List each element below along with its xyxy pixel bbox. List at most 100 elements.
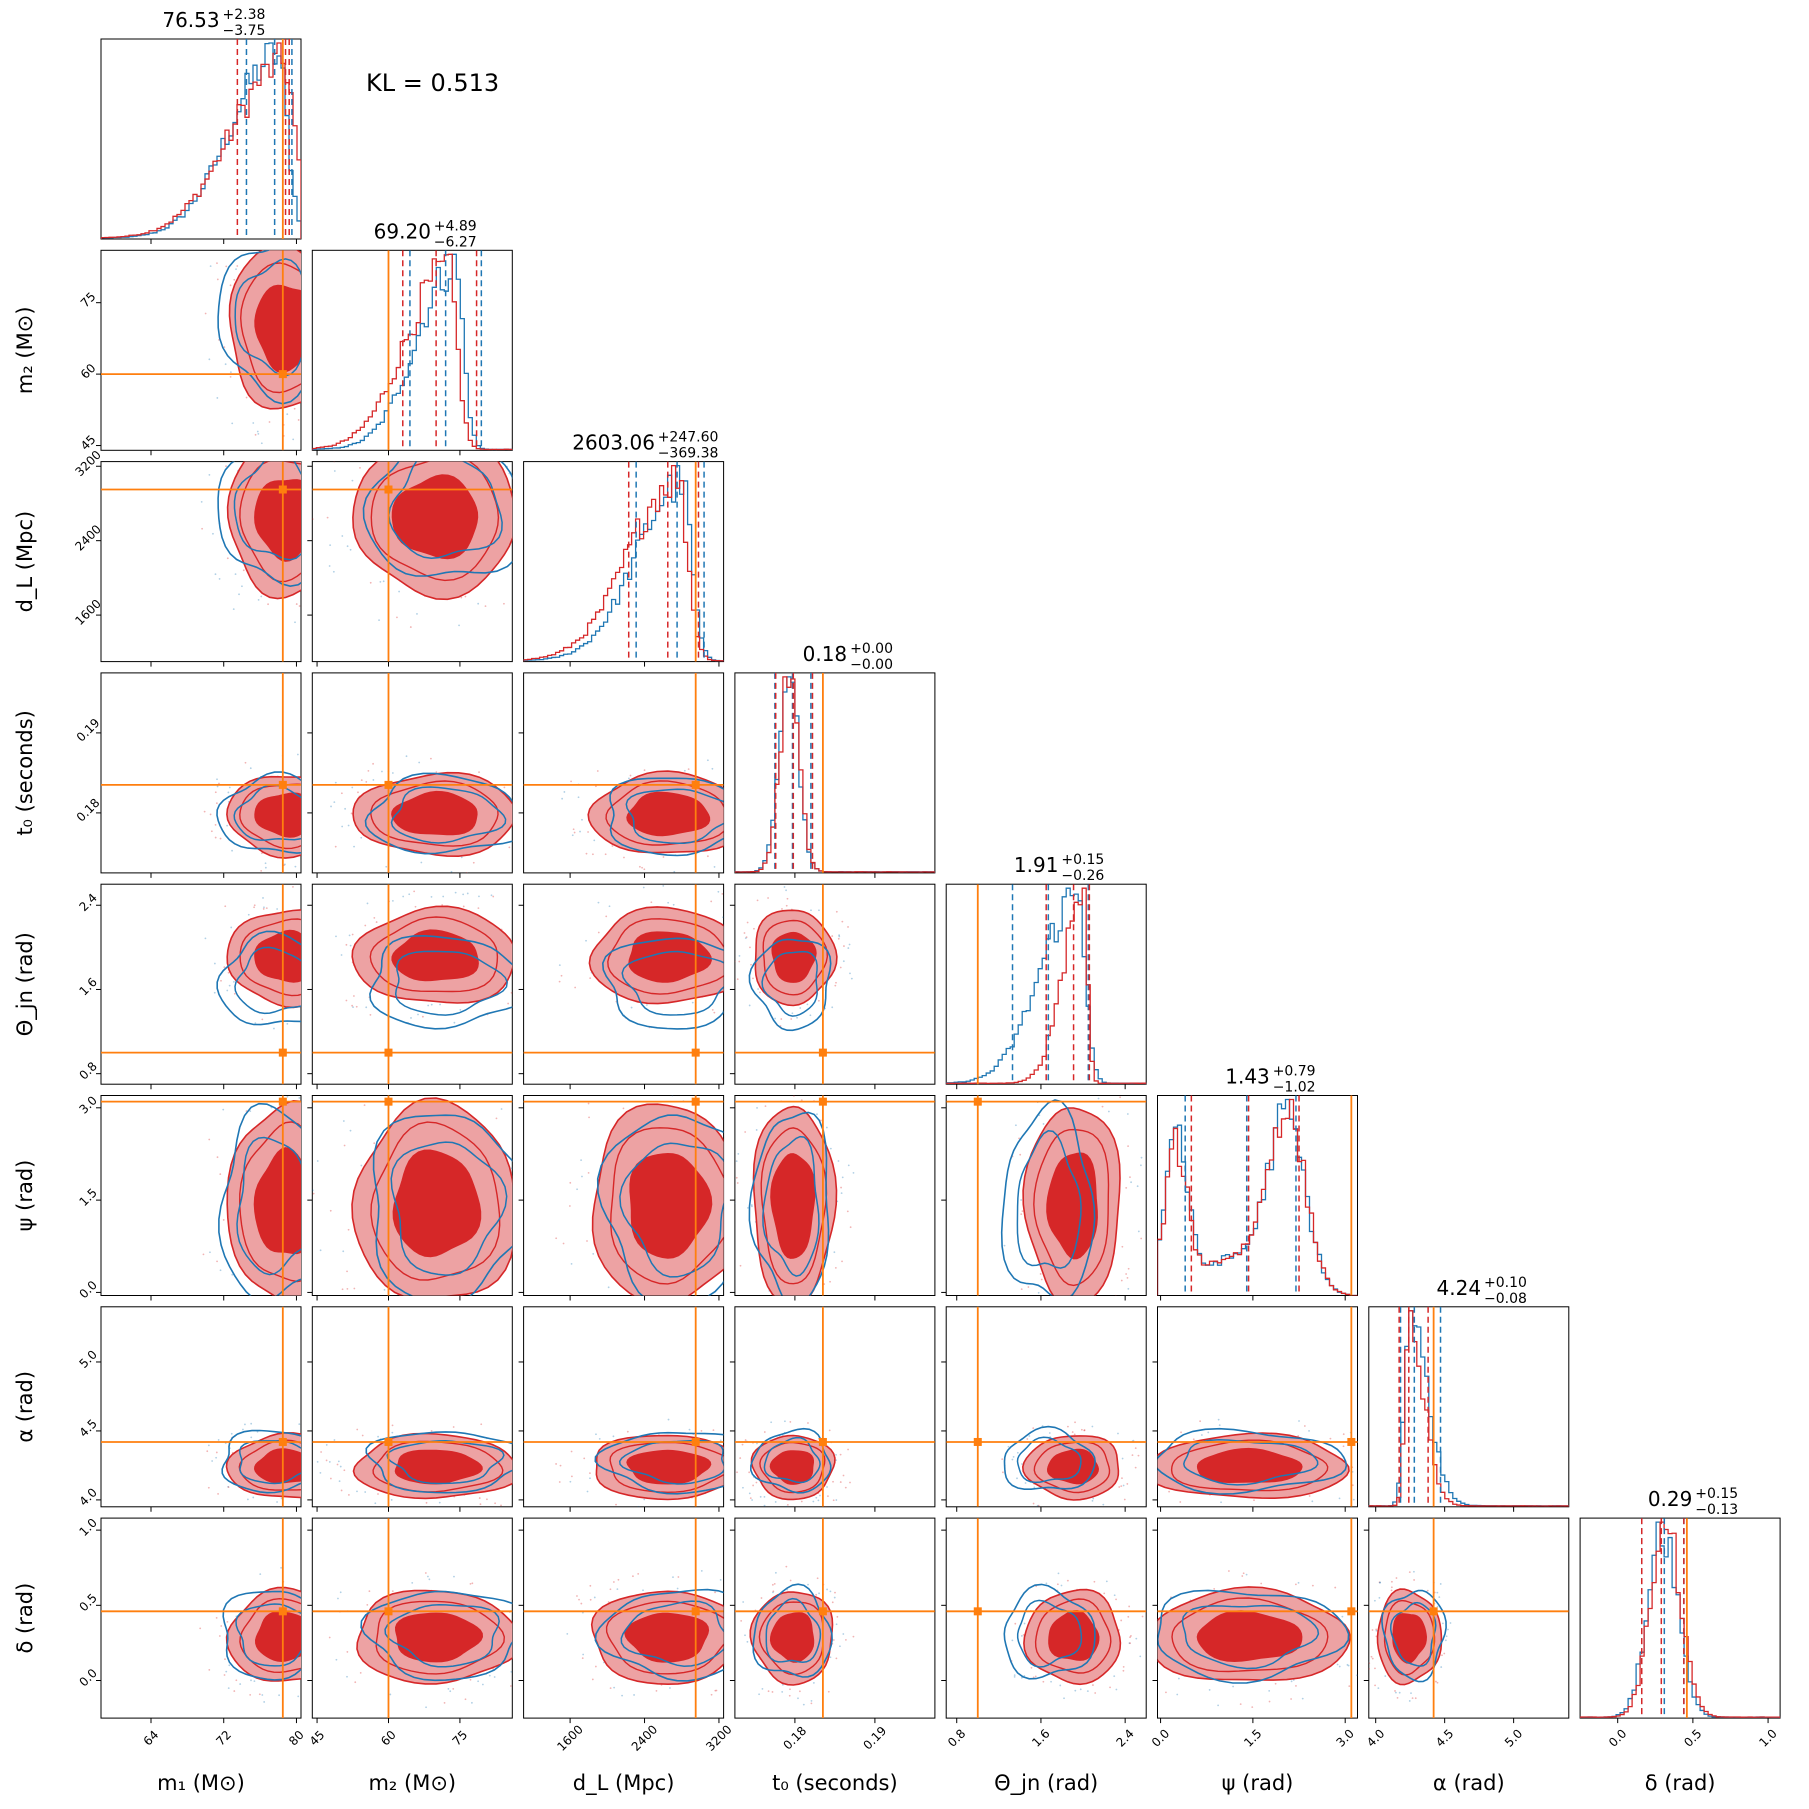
x-axis-label-alpha: α (rad) xyxy=(1433,1771,1505,1795)
sample-dot xyxy=(597,931,600,934)
sample-dot xyxy=(204,937,207,940)
sample-dot xyxy=(832,1639,835,1641)
sample-dot xyxy=(1274,1682,1277,1685)
sample-dot xyxy=(726,921,728,923)
sample-dot xyxy=(779,1512,781,1514)
sample-dot xyxy=(1165,1691,1167,1694)
sample-dot xyxy=(225,465,227,468)
sample-dot xyxy=(802,1703,805,1706)
sample-dot xyxy=(490,894,493,897)
sample-dot xyxy=(244,761,247,764)
sample-dot xyxy=(377,1435,379,1438)
sample-dot xyxy=(513,1485,515,1487)
sample-dot xyxy=(233,992,236,995)
sample-dot xyxy=(711,767,714,770)
contour-blue-outer xyxy=(752,1583,833,1678)
x-tick-label: 0.18 xyxy=(781,1724,810,1753)
sample-dot xyxy=(1361,1630,1363,1632)
sample-dot xyxy=(581,1657,584,1660)
sample-dot xyxy=(819,1494,821,1497)
sample-dot xyxy=(770,1421,773,1424)
sample-dot xyxy=(441,904,444,906)
scatter-panel-dl-theta xyxy=(518,883,731,1090)
sample-dot xyxy=(809,1014,812,1017)
sample-dot xyxy=(514,986,516,988)
sample-dot xyxy=(732,842,734,844)
sample-dot xyxy=(283,863,286,866)
contour-blue-inner xyxy=(390,786,507,844)
x-tick-label: 5.0 xyxy=(1502,1726,1525,1749)
sample-dot xyxy=(301,1679,303,1681)
sample-dot xyxy=(253,1680,256,1683)
sample-dot xyxy=(217,1493,219,1495)
sample-dot xyxy=(834,984,837,987)
sample-dot xyxy=(1103,1592,1106,1595)
sample-dot xyxy=(825,1506,827,1507)
sample-dot xyxy=(1129,1636,1131,1639)
sample-dot xyxy=(465,871,468,873)
sample-dot xyxy=(1411,1697,1414,1700)
y-tick-label: 1600 xyxy=(72,597,103,628)
sample-dot xyxy=(774,1501,777,1503)
sample-dot xyxy=(1140,1156,1143,1159)
sample-dot xyxy=(424,1572,427,1574)
sample-dot xyxy=(292,438,295,441)
sample-dot xyxy=(756,1442,758,1445)
sample-dot xyxy=(353,845,355,848)
sample-dot xyxy=(519,578,521,580)
sample-dot xyxy=(419,1304,421,1306)
sample-dot xyxy=(616,1588,619,1591)
sample-dot xyxy=(353,1287,356,1290)
sample-dot xyxy=(464,595,467,598)
sample-dot xyxy=(729,1009,731,1011)
sample-dot xyxy=(604,853,607,856)
sample-dot xyxy=(208,1668,211,1671)
sample-dot xyxy=(655,1689,658,1692)
sample-dot xyxy=(641,866,643,869)
sample-dot xyxy=(211,1460,214,1462)
truth-marker xyxy=(278,370,287,379)
sample-dot xyxy=(739,1457,742,1459)
sample-dot xyxy=(458,624,460,627)
sample-dot xyxy=(352,1006,354,1009)
sample-dot xyxy=(581,1175,583,1178)
sample-dot xyxy=(249,767,252,770)
sample-dot xyxy=(510,1685,512,1687)
sample-dot xyxy=(255,242,257,244)
sample-dot xyxy=(831,935,834,937)
truth-marker xyxy=(973,1097,982,1106)
sample-dot xyxy=(630,1006,633,1009)
sample-dot xyxy=(366,902,369,905)
sample-dot xyxy=(1127,1145,1129,1148)
contour-blue-outer xyxy=(217,461,301,588)
sample-dot xyxy=(340,954,343,956)
sample-dot xyxy=(382,580,385,583)
sample-dot xyxy=(522,1299,524,1301)
y-tick-label: 4.0 xyxy=(76,1485,99,1508)
sample-dot xyxy=(1390,1586,1393,1589)
sample-dot xyxy=(1039,1273,1042,1275)
sample-dot xyxy=(334,781,337,784)
sample-dot xyxy=(1109,1686,1111,1689)
sample-dot xyxy=(214,836,217,839)
sample-dot xyxy=(774,1571,777,1574)
sample-dot xyxy=(510,1167,513,1170)
sample-dot xyxy=(756,1107,758,1109)
sample-dot xyxy=(1368,1662,1371,1665)
sample-dot xyxy=(847,1164,850,1167)
sample-dot xyxy=(239,240,241,242)
sample-dot xyxy=(755,1129,758,1131)
sample-dot xyxy=(1074,1689,1077,1692)
x-tick-label: 4.0 xyxy=(1364,1726,1387,1749)
sample-dot xyxy=(346,1287,349,1290)
sample-dot xyxy=(305,1505,307,1507)
sample-dot xyxy=(1152,1656,1154,1658)
sample-dot xyxy=(713,866,716,868)
sample-dot xyxy=(1378,1581,1381,1584)
sample-dot xyxy=(297,1089,299,1091)
sample-dot xyxy=(207,1486,210,1489)
sample-dot xyxy=(1252,1513,1254,1515)
sample-dot xyxy=(633,1694,635,1696)
sample-dot xyxy=(235,1679,238,1682)
sample-dot xyxy=(1398,1691,1401,1694)
